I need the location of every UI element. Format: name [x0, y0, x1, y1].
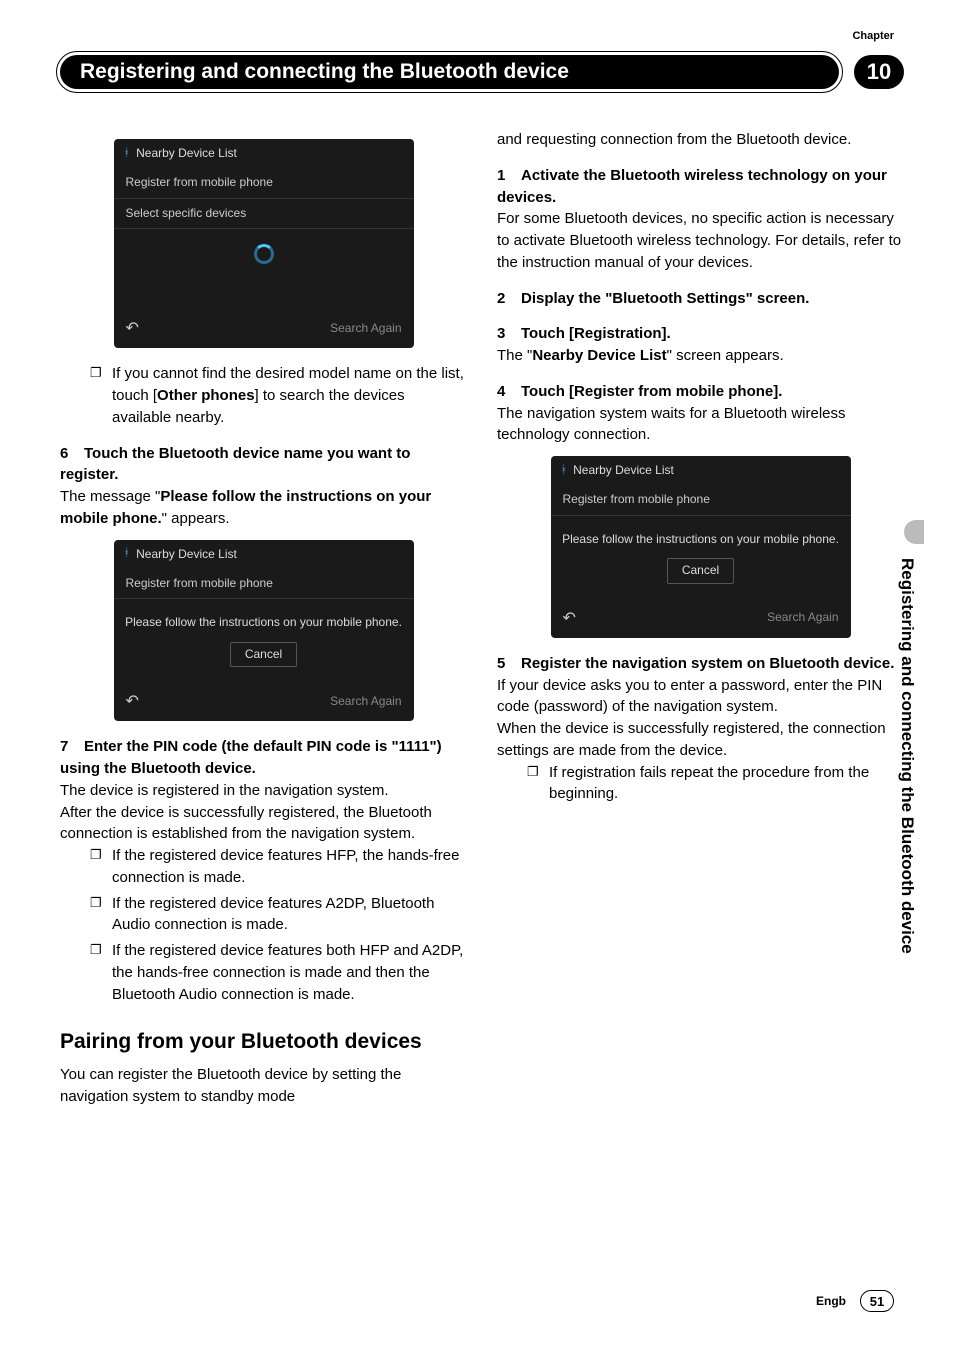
search-again-label: Search Again — [330, 693, 401, 710]
back-icon: ↶ — [126, 317, 139, 340]
step-3-heading: 3Touch [Registration]. — [497, 323, 904, 345]
chapter-title: Registering and connecting the Bluetooth… — [60, 55, 839, 89]
body-text: When the device is successfully register… — [497, 718, 904, 762]
body-text: The device is registered in the navigati… — [60, 780, 467, 802]
cancel-button: Cancel — [667, 558, 734, 583]
ss-row: Register from mobile phone — [114, 168, 414, 198]
step-6-heading: 6Touch the Bluetooth device name you wan… — [60, 443, 467, 487]
cancel-button: Cancel — [230, 642, 297, 667]
search-again-label: Search Again — [330, 320, 401, 337]
side-tab-title: Registering and connecting the Bluetooth… — [895, 550, 919, 962]
step-7-heading: 7Enter the PIN code (the default PIN cod… — [60, 736, 467, 780]
note-item: If the registered device features A2DP, … — [90, 893, 467, 937]
footer-lang: Engb — [816, 1294, 846, 1308]
search-again-label: Search Again — [767, 609, 838, 626]
bluetooth-icon: ᚼ — [561, 463, 568, 479]
body-text: and requesting connection from the Bluet… — [497, 129, 904, 151]
body-text: After the device is successfully registe… — [60, 802, 467, 846]
note-item: If the registered device features HFP, t… — [90, 845, 467, 889]
chapter-label: Chapter — [852, 30, 894, 42]
page-number: 51 — [860, 1290, 894, 1312]
left-column: ᚼ Nearby Device List Register from mobile… — [60, 129, 467, 1107]
step-2-heading: 2Display the "Bluetooth Settings" screen… — [497, 288, 904, 310]
body-text: You can register the Bluetooth device by… — [60, 1064, 467, 1108]
bluetooth-icon: ᚼ — [124, 546, 131, 562]
ss-title: Nearby Device List — [573, 462, 674, 479]
note-item: If the registered device features both H… — [90, 940, 467, 1005]
bluetooth-icon: ᚼ — [124, 146, 131, 162]
right-column: and requesting connection from the Bluet… — [497, 129, 904, 1107]
body-text: The "Nearby Device List" screen appears. — [497, 345, 904, 367]
ss-title: Nearby Device List — [136, 145, 237, 162]
body-text: For some Bluetooth devices, no specific … — [497, 208, 904, 273]
chapter-number-badge: 10 — [854, 55, 904, 89]
ss-title: Nearby Device List — [136, 546, 237, 563]
step-5-heading: 5Register the navigation system on Bluet… — [497, 653, 904, 675]
step-4-heading: 4Touch [Register from mobile phone]. — [497, 381, 904, 403]
ss-row: Register from mobile phone — [551, 485, 851, 515]
ss-row: Register from mobile phone — [114, 569, 414, 599]
screenshot-follow-instructions-2: ᚼ Nearby Device List Register from mobile… — [551, 456, 851, 638]
spinner-icon — [254, 244, 274, 264]
section-heading-pairing: Pairing from your Bluetooth devices — [60, 1027, 467, 1057]
screenshot-nearby-list-searching: ᚼ Nearby Device List Register from mobile… — [114, 139, 414, 348]
screenshot-follow-instructions-1: ᚼ Nearby Device List Register from mobile… — [114, 540, 414, 722]
note-item: If registration fails repeat the procedu… — [527, 762, 904, 806]
side-tab-nub — [904, 520, 924, 544]
back-icon: ↶ — [126, 690, 139, 713]
ss-message: Please follow the instructions on your m… — [125, 614, 402, 631]
ss-message: Please follow the instructions on your m… — [562, 531, 839, 548]
back-icon: ↶ — [563, 607, 576, 630]
step-1-heading: 1Activate the Bluetooth wireless technol… — [497, 165, 904, 209]
note-item: If you cannot find the desired model nam… — [90, 363, 467, 428]
body-text: The message "Please follow the instructi… — [60, 486, 467, 530]
ss-row: Select specific devices — [114, 199, 414, 229]
body-text: The navigation system waits for a Blueto… — [497, 403, 904, 447]
body-text: If your device asks you to enter a passw… — [497, 675, 904, 719]
